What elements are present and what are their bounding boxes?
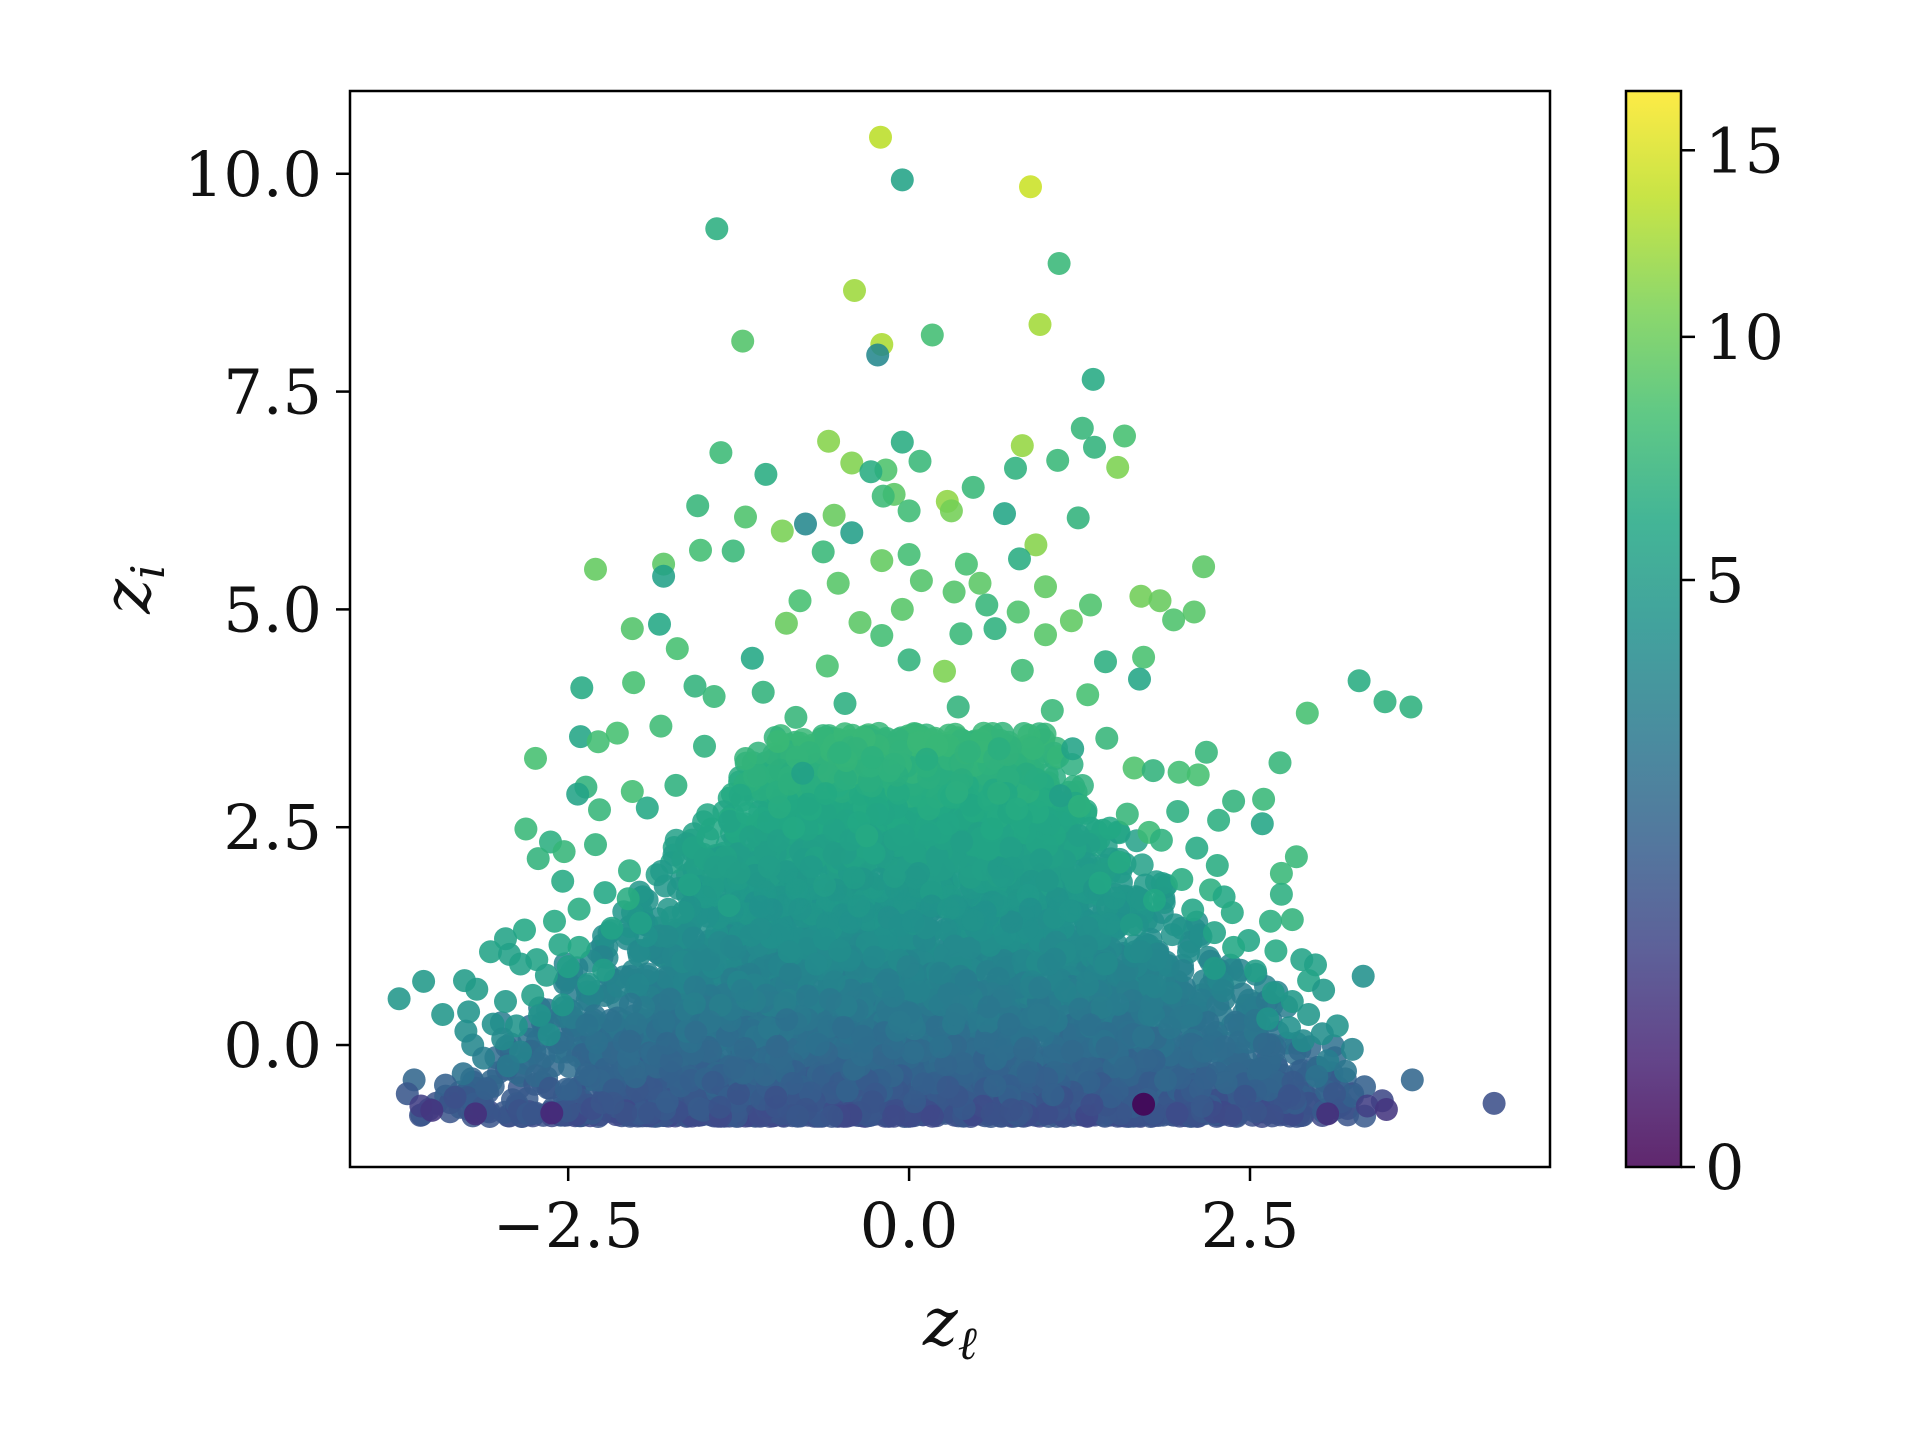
density-point bbox=[575, 1063, 598, 1087]
density-point bbox=[718, 809, 742, 833]
density-point bbox=[658, 987, 682, 1011]
density-point bbox=[822, 970, 846, 994]
density-point bbox=[699, 1040, 723, 1063]
density-point bbox=[1042, 1043, 1066, 1067]
density-point bbox=[1179, 1004, 1203, 1027]
density-point bbox=[1212, 1035, 1236, 1059]
density-point bbox=[901, 840, 925, 864]
density-point bbox=[1102, 886, 1126, 910]
density-point bbox=[1013, 1036, 1037, 1060]
density-point bbox=[739, 825, 763, 849]
density-point bbox=[532, 1045, 556, 1069]
density-point bbox=[906, 980, 930, 1004]
density-point bbox=[886, 781, 910, 805]
density-point bbox=[778, 962, 802, 986]
density-point bbox=[557, 1055, 581, 1079]
density-point bbox=[749, 917, 773, 941]
density-point bbox=[682, 992, 706, 1016]
density-point bbox=[638, 1101, 662, 1125]
density-point bbox=[655, 925, 679, 948]
density-point bbox=[1143, 975, 1167, 999]
density-point bbox=[1113, 1056, 1137, 1080]
density-point bbox=[585, 1031, 608, 1054]
density-point bbox=[951, 1052, 975, 1076]
density-point bbox=[928, 961, 952, 985]
density-point bbox=[999, 836, 1023, 860]
density-point bbox=[709, 993, 732, 1017]
density-point bbox=[696, 904, 719, 928]
density-point bbox=[650, 859, 674, 883]
density-point bbox=[1035, 1102, 1059, 1126]
density-point bbox=[1163, 913, 1187, 937]
density-point bbox=[719, 934, 743, 958]
plot-area bbox=[348, 89, 1552, 1169]
density-point bbox=[626, 973, 650, 997]
density-point bbox=[757, 855, 781, 879]
density-point bbox=[903, 866, 927, 890]
density-point bbox=[766, 730, 790, 753]
density-point bbox=[954, 969, 978, 992]
density-point bbox=[835, 1079, 859, 1103]
density-point bbox=[671, 900, 695, 924]
density-point bbox=[1177, 940, 1200, 964]
density-point bbox=[847, 894, 871, 918]
density-point bbox=[734, 747, 758, 770]
density-point bbox=[728, 783, 752, 807]
density-point bbox=[1058, 899, 1082, 923]
density-point bbox=[1098, 816, 1122, 840]
density-point bbox=[696, 825, 720, 849]
density-point bbox=[1000, 910, 1023, 934]
density-point bbox=[1077, 1070, 1101, 1094]
density-point bbox=[1224, 1010, 1247, 1034]
density-point bbox=[813, 874, 837, 897]
density-point bbox=[1097, 912, 1121, 936]
density-point bbox=[1132, 1025, 1155, 1049]
density-point bbox=[682, 926, 705, 950]
density-point bbox=[912, 1072, 936, 1096]
density-point bbox=[917, 797, 941, 821]
density-point bbox=[1211, 979, 1235, 1003]
density-point bbox=[1043, 947, 1067, 971]
density-point bbox=[1171, 959, 1195, 983]
density-point bbox=[1053, 979, 1077, 1003]
density-point bbox=[652, 1010, 676, 1034]
density-point bbox=[934, 1053, 958, 1077]
density-point bbox=[1106, 992, 1130, 1016]
density-point bbox=[1277, 1084, 1301, 1108]
density-point bbox=[1142, 1003, 1166, 1027]
density-point bbox=[682, 950, 706, 974]
density-point bbox=[766, 829, 790, 853]
density-point bbox=[822, 842, 846, 866]
density-point bbox=[862, 945, 886, 969]
density-point bbox=[950, 830, 974, 854]
density-point bbox=[1219, 1104, 1243, 1128]
density-point bbox=[997, 1012, 1021, 1036]
density-point bbox=[777, 940, 801, 964]
density-point bbox=[1095, 1036, 1119, 1060]
density-point bbox=[655, 966, 679, 990]
density-point bbox=[683, 975, 707, 999]
density-point bbox=[931, 857, 955, 881]
density-point bbox=[696, 803, 720, 827]
density-point bbox=[891, 823, 915, 847]
density-point bbox=[1021, 737, 1045, 761]
density-point bbox=[1214, 1071, 1238, 1095]
density-point bbox=[1130, 853, 1154, 877]
density-point bbox=[746, 763, 770, 787]
density-point bbox=[796, 792, 820, 816]
density-point bbox=[691, 1098, 715, 1122]
density-point bbox=[1067, 824, 1090, 847]
